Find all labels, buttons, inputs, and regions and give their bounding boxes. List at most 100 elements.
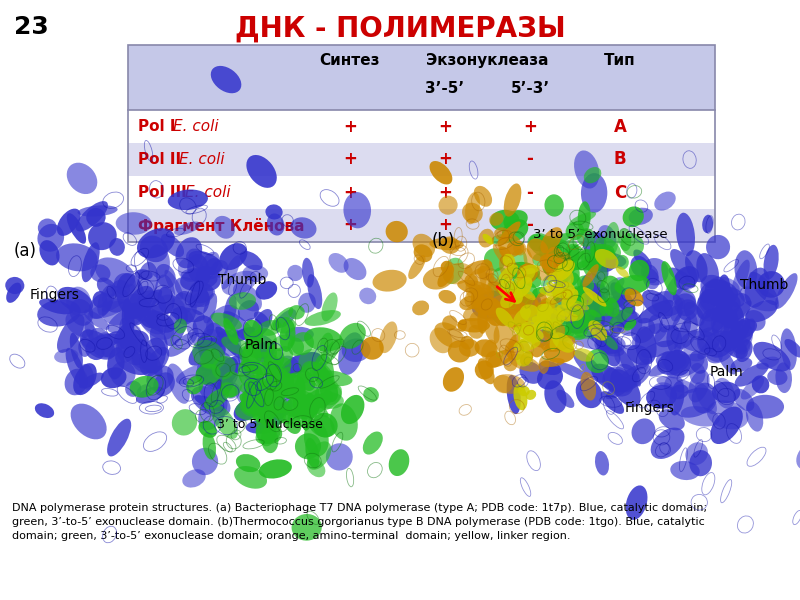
- Ellipse shape: [443, 367, 464, 392]
- Ellipse shape: [138, 290, 166, 318]
- Ellipse shape: [542, 308, 551, 325]
- Ellipse shape: [199, 329, 226, 359]
- Ellipse shape: [572, 283, 609, 307]
- Ellipse shape: [588, 320, 607, 341]
- Ellipse shape: [458, 318, 490, 332]
- Ellipse shape: [472, 290, 510, 319]
- Ellipse shape: [496, 308, 514, 328]
- Ellipse shape: [330, 403, 358, 440]
- Ellipse shape: [412, 301, 429, 316]
- Text: A: A: [614, 118, 626, 136]
- Ellipse shape: [242, 343, 262, 370]
- Ellipse shape: [537, 304, 551, 326]
- Ellipse shape: [706, 341, 734, 364]
- Ellipse shape: [591, 364, 628, 392]
- Ellipse shape: [210, 329, 239, 349]
- Ellipse shape: [541, 292, 572, 305]
- Ellipse shape: [582, 264, 598, 287]
- Ellipse shape: [556, 257, 570, 278]
- Ellipse shape: [54, 349, 78, 363]
- Ellipse shape: [559, 256, 576, 272]
- Ellipse shape: [508, 334, 520, 350]
- Ellipse shape: [471, 287, 494, 307]
- Ellipse shape: [545, 194, 564, 217]
- Ellipse shape: [242, 265, 268, 281]
- Ellipse shape: [270, 307, 294, 331]
- Ellipse shape: [595, 451, 609, 475]
- Ellipse shape: [700, 289, 741, 316]
- Ellipse shape: [523, 248, 534, 274]
- Ellipse shape: [306, 388, 334, 409]
- Ellipse shape: [227, 327, 255, 344]
- Ellipse shape: [434, 322, 464, 348]
- Ellipse shape: [165, 270, 183, 299]
- Text: C: C: [614, 184, 626, 202]
- Ellipse shape: [266, 365, 290, 400]
- Ellipse shape: [514, 268, 535, 287]
- Ellipse shape: [533, 253, 545, 266]
- Ellipse shape: [263, 347, 284, 370]
- Ellipse shape: [518, 324, 538, 343]
- Ellipse shape: [176, 364, 214, 385]
- Ellipse shape: [548, 309, 561, 328]
- Ellipse shape: [550, 334, 559, 350]
- Ellipse shape: [142, 359, 157, 373]
- Ellipse shape: [670, 385, 689, 400]
- Ellipse shape: [441, 261, 453, 273]
- Ellipse shape: [669, 268, 695, 287]
- Ellipse shape: [635, 326, 657, 365]
- Ellipse shape: [486, 351, 502, 368]
- Ellipse shape: [494, 227, 511, 241]
- Ellipse shape: [188, 288, 215, 308]
- Ellipse shape: [288, 408, 307, 428]
- Ellipse shape: [195, 364, 221, 385]
- Ellipse shape: [147, 244, 170, 278]
- Ellipse shape: [714, 378, 735, 409]
- Text: +: +: [343, 184, 357, 202]
- Text: 3’-5’: 3’-5’: [426, 81, 465, 96]
- Ellipse shape: [546, 287, 558, 299]
- Ellipse shape: [591, 245, 606, 266]
- Ellipse shape: [699, 309, 717, 332]
- Ellipse shape: [102, 284, 135, 312]
- Ellipse shape: [758, 271, 785, 298]
- Ellipse shape: [674, 293, 697, 316]
- Ellipse shape: [223, 318, 238, 345]
- Ellipse shape: [74, 363, 97, 395]
- Ellipse shape: [196, 266, 214, 280]
- Ellipse shape: [656, 352, 686, 370]
- Ellipse shape: [190, 283, 214, 303]
- Ellipse shape: [534, 302, 573, 325]
- Ellipse shape: [200, 358, 222, 371]
- Ellipse shape: [614, 275, 650, 295]
- Ellipse shape: [161, 234, 184, 257]
- Ellipse shape: [745, 310, 766, 331]
- Ellipse shape: [705, 280, 738, 304]
- Ellipse shape: [491, 234, 513, 245]
- Ellipse shape: [674, 266, 699, 290]
- Ellipse shape: [582, 232, 606, 256]
- Ellipse shape: [478, 307, 487, 334]
- Ellipse shape: [474, 297, 500, 315]
- Ellipse shape: [638, 300, 674, 323]
- Ellipse shape: [269, 358, 291, 379]
- Ellipse shape: [709, 277, 740, 297]
- Ellipse shape: [712, 382, 740, 403]
- Ellipse shape: [557, 266, 574, 286]
- Ellipse shape: [610, 307, 633, 326]
- Ellipse shape: [140, 236, 168, 262]
- Ellipse shape: [338, 332, 364, 375]
- Ellipse shape: [632, 323, 667, 349]
- Ellipse shape: [593, 295, 630, 313]
- Ellipse shape: [194, 395, 225, 411]
- Ellipse shape: [683, 338, 708, 361]
- Ellipse shape: [542, 242, 562, 275]
- Ellipse shape: [686, 442, 708, 465]
- Ellipse shape: [187, 254, 209, 283]
- Text: ДНК - ПОЛИМЕРАЗЫ: ДНК - ПОЛИМЕРАЗЫ: [234, 15, 566, 43]
- Ellipse shape: [629, 260, 650, 281]
- Ellipse shape: [493, 374, 525, 394]
- Text: E. coli: E. coli: [186, 185, 231, 200]
- Ellipse shape: [109, 238, 125, 256]
- Ellipse shape: [93, 291, 107, 308]
